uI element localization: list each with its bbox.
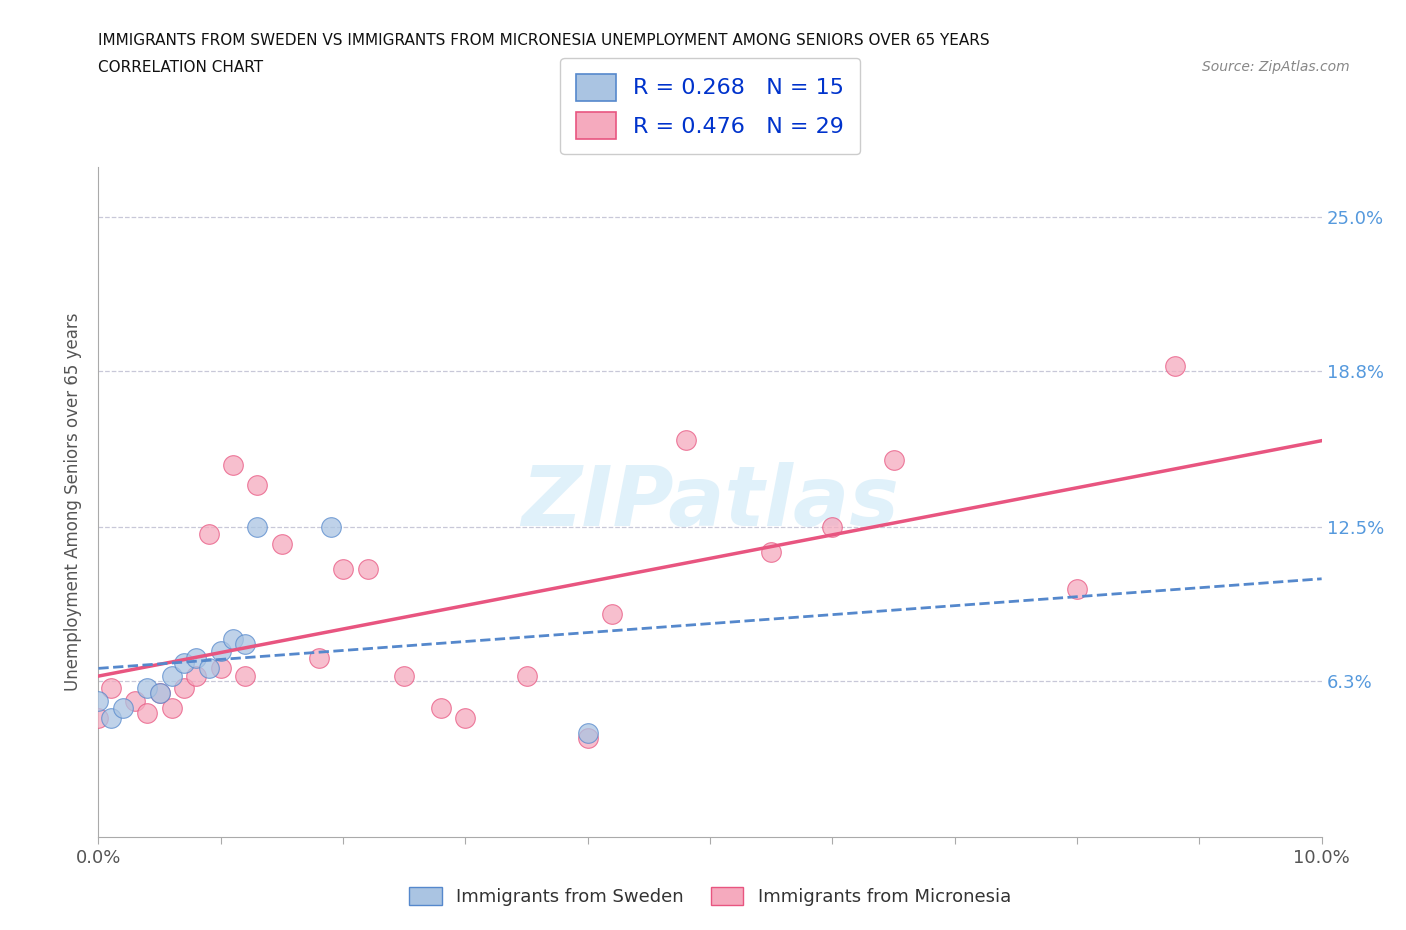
Text: ZIPatlas: ZIPatlas [522,461,898,543]
Point [246,520,269,535]
Text: CORRELATION CHART: CORRELATION CHART [98,60,263,75]
Point [675,432,697,447]
Point [430,700,453,715]
Point [149,685,172,700]
Point [246,477,269,492]
Point [149,685,172,700]
Point [186,651,208,666]
Point [111,700,134,715]
Point [222,458,245,472]
Point [821,520,844,535]
Point [1066,581,1088,596]
Point [270,537,292,551]
Point [209,644,232,658]
Point [576,730,599,745]
Point [100,711,122,725]
Point [100,681,122,696]
Point [87,711,110,725]
Point [233,636,256,651]
Text: IMMIGRANTS FROM SWEDEN VS IMMIGRANTS FROM MICRONESIA UNEMPLOYMENT AMONG SENIORS : IMMIGRANTS FROM SWEDEN VS IMMIGRANTS FRO… [98,33,990,47]
Point [87,693,110,708]
Point [197,527,219,542]
Point [173,656,195,671]
Point [136,681,159,696]
Y-axis label: Unemployment Among Seniors over 65 years: Unemployment Among Seniors over 65 years [65,313,83,691]
Point [308,651,330,666]
Point [209,661,232,676]
Point [160,700,183,715]
Point [883,453,905,468]
Point [173,681,195,696]
Point [356,562,378,577]
Point [392,669,416,684]
Point [1164,358,1187,373]
Point [759,544,782,559]
Point [222,631,245,646]
Legend: Immigrants from Sweden, Immigrants from Micronesia: Immigrants from Sweden, Immigrants from … [401,878,1019,915]
Point [576,725,599,740]
Point [332,562,354,577]
Point [233,669,256,684]
Text: Source: ZipAtlas.com: Source: ZipAtlas.com [1202,60,1350,74]
Point [516,669,538,684]
Point [160,669,183,684]
Point [319,520,342,535]
Point [197,661,219,676]
Point [600,606,623,621]
Point [124,693,146,708]
Point [454,711,477,725]
Point [186,669,208,684]
Point [136,706,159,721]
